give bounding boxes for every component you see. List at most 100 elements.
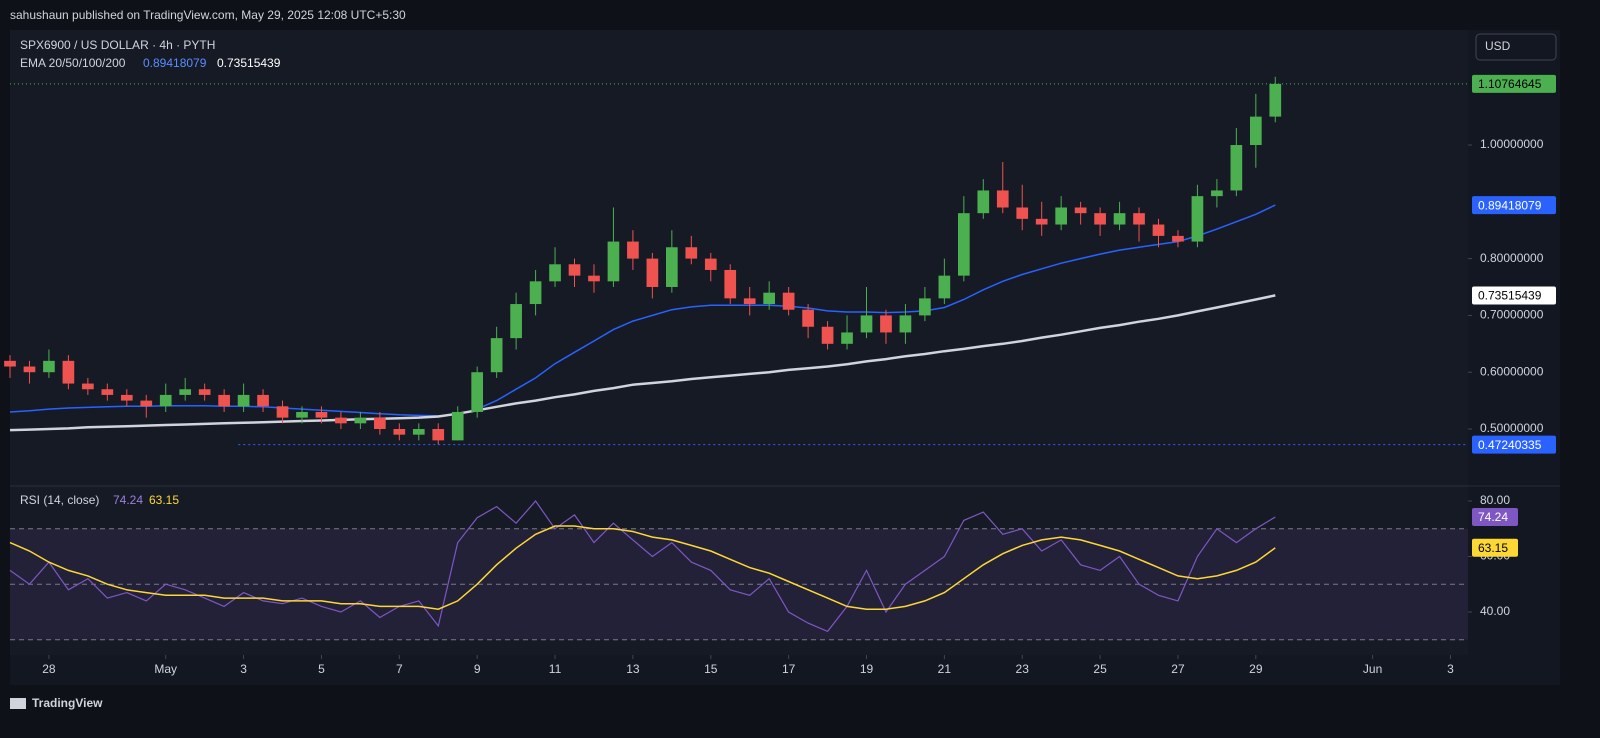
- x-tick-label: Jun: [1363, 662, 1382, 676]
- candle-body: [646, 258, 659, 288]
- ema-value: 0.89418079: [143, 56, 207, 70]
- candle-body: [724, 269, 737, 299]
- price-tag-label: 0.89418079: [1478, 198, 1542, 212]
- candle-body: [62, 360, 75, 384]
- x-tick-label: 27: [1171, 662, 1185, 676]
- candle-body: [412, 428, 425, 435]
- candle-body: [490, 338, 503, 373]
- x-tick-label: 15: [704, 662, 718, 676]
- price-tag-label: 74.24: [1478, 510, 1508, 524]
- x-tick-label: 28: [42, 662, 56, 676]
- price-tag: [1472, 507, 1518, 526]
- candle-body: [4, 360, 16, 367]
- currency[interactable]: USD: [1485, 39, 1511, 53]
- attribution: sahushaun published on TradingView.com, …: [10, 8, 406, 22]
- candle-body: [899, 315, 912, 333]
- candle-body: [276, 406, 289, 418]
- candle-body: [179, 389, 192, 395]
- price-tag-label: 63.15: [1478, 541, 1508, 555]
- candle-body: [1055, 207, 1068, 225]
- price-axis: [1468, 30, 1560, 685]
- x-tick-label: 11: [549, 662, 562, 676]
- x-tick-label: May: [154, 662, 177, 676]
- x-tick-label: 17: [782, 662, 796, 676]
- candle-body: [198, 389, 211, 395]
- y-tick-label: 80.00: [1480, 493, 1510, 507]
- candle-body: [237, 394, 250, 407]
- candle-body: [140, 400, 153, 407]
- candle-body: [860, 315, 873, 333]
- candle-body: [782, 292, 795, 310]
- rsi-legend: RSI (14, close): [20, 493, 99, 507]
- price-tag: [1472, 435, 1556, 454]
- y-tick-label: 0.70000000: [1480, 308, 1544, 322]
- candle-body: [257, 394, 269, 407]
- rsi-ma-value: 63.15: [149, 493, 179, 507]
- y-tick-label: 0.60000000: [1480, 364, 1544, 378]
- candle-body: [296, 411, 308, 418]
- y-tick-label: 40.00: [1480, 604, 1510, 618]
- price-tag-label: 0.73515439: [1478, 289, 1542, 303]
- candle-body: [841, 332, 853, 344]
- x-tick-label: 13: [626, 662, 640, 676]
- ema-legend: EMA 20/50/100/200: [20, 56, 126, 70]
- price-tag: [1472, 538, 1518, 557]
- candle-body: [1211, 190, 1223, 197]
- candle-body: [704, 258, 717, 270]
- candle-body: [120, 394, 133, 401]
- candle-body: [763, 292, 776, 305]
- y-tick-label: 1.00000000: [1480, 137, 1544, 151]
- candle-body: [1133, 213, 1145, 225]
- ema-line: [9, 294, 1276, 432]
- candle-body: [1249, 116, 1262, 146]
- x-tick-label: 21: [938, 662, 952, 676]
- x-tick-label: 23: [1016, 662, 1030, 676]
- x-tick-label: 3: [1447, 662, 1454, 676]
- candle-body: [393, 428, 406, 435]
- candle-body: [510, 304, 522, 339]
- logo-icon: [10, 698, 26, 709]
- candle-body: [43, 360, 55, 373]
- candle-body: [938, 275, 951, 299]
- candle-body: [549, 264, 561, 282]
- candle-body: [919, 298, 931, 316]
- candle-body: [821, 326, 834, 344]
- candle-body: [1230, 145, 1243, 191]
- candle-body: [1016, 207, 1029, 219]
- rsi-line: [9, 525, 1276, 610]
- price-tag: [1472, 286, 1556, 305]
- candle-body: [685, 247, 698, 259]
- candle-body: [588, 275, 600, 282]
- currency-button[interactable]: [1475, 33, 1557, 61]
- candle-body: [607, 241, 620, 282]
- price-tag-label: 0.47240335: [1478, 438, 1542, 452]
- ema-value: 0.73515439: [217, 56, 281, 70]
- candle-body: [335, 417, 347, 424]
- rsi-value: 74.24: [113, 493, 143, 507]
- candle-body: [666, 247, 678, 288]
- candle-body: [315, 411, 328, 418]
- candle-body: [1035, 218, 1048, 225]
- candle-body: [743, 298, 756, 305]
- y-tick-label: 0.50000000: [1480, 421, 1544, 435]
- price-tag-label: 1.10764645: [1478, 77, 1542, 91]
- candle-body: [1152, 224, 1165, 236]
- candle-body: [1074, 207, 1087, 214]
- candle-body: [159, 394, 172, 407]
- candle-body: [1094, 213, 1106, 225]
- candle-body: [82, 383, 94, 390]
- candle-body: [568, 264, 581, 276]
- x-tick-label: 5: [318, 662, 325, 676]
- x-tick-label: 7: [396, 662, 403, 676]
- chart-pane: [10, 30, 1468, 655]
- x-tick-label: 3: [240, 662, 247, 676]
- x-tick-label: 19: [860, 662, 874, 676]
- candle-body: [880, 315, 892, 333]
- x-tick-label: 25: [1093, 662, 1107, 676]
- candle-body: [627, 241, 639, 259]
- candle-body: [354, 417, 367, 424]
- candle-body: [101, 389, 114, 395]
- candle-body: [374, 417, 386, 429]
